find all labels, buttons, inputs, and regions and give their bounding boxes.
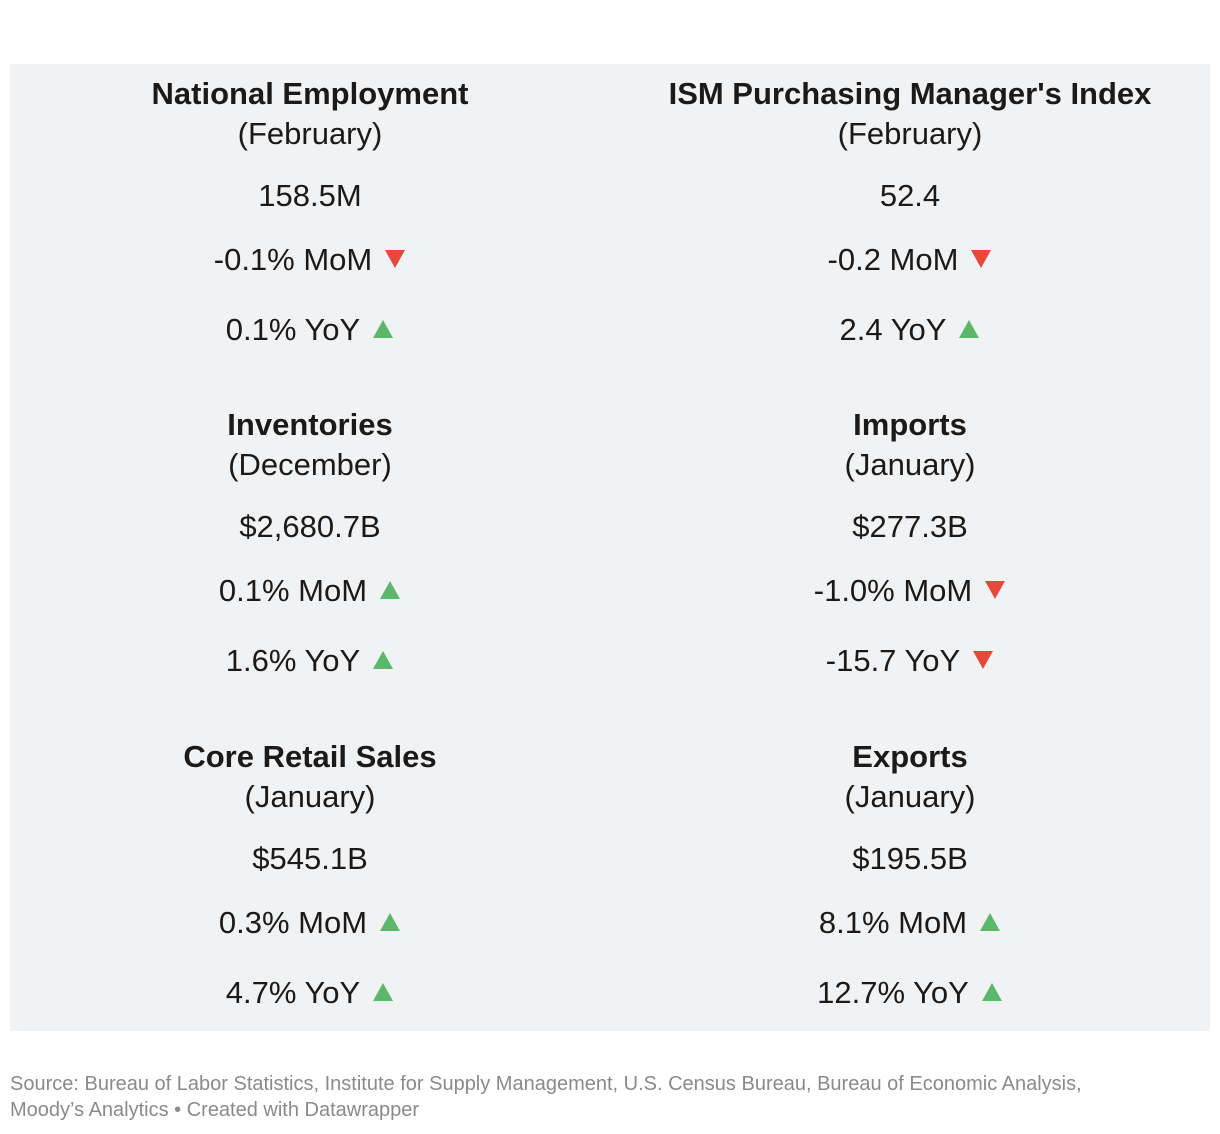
indicator-mom-line: -0.2 MoM bbox=[610, 240, 1210, 280]
indicator-value: 158.5M bbox=[258, 178, 362, 213]
up-triangle-icon bbox=[980, 912, 1001, 931]
indicator-mom-text: 8.1% MoM bbox=[818, 905, 968, 940]
down-triangle-icon bbox=[971, 249, 992, 268]
indicator-yoy-text: 12.7% YoY bbox=[817, 975, 969, 1010]
indicator-value: $2,680.7B bbox=[239, 509, 381, 544]
indicator-yoy-line: 2.4 YoY bbox=[610, 310, 1210, 350]
indicator-cell: Core Retail Sales (January) $545.1B 0.3% Mo… bbox=[10, 737, 610, 1017]
indicator-value: 52.4 bbox=[879, 178, 941, 213]
indicator-value: $277.3B bbox=[852, 509, 968, 544]
indicator-yoy-line: 4.7% YoY bbox=[10, 973, 610, 1013]
up-triangle-icon bbox=[373, 650, 394, 669]
indicator-value: $195.5B bbox=[852, 841, 968, 876]
indicator-cell: Exports (January) $195.5B 8.1% MoM 12.7% YoY bbox=[610, 737, 1210, 1017]
indicator-mom-line: -0.1% MoM bbox=[10, 240, 610, 280]
indicator-yoy-text: 1.6% YoY bbox=[225, 643, 361, 678]
indicator-mom-line: 0.1% MoM bbox=[10, 571, 610, 611]
indicator-yoy-line: -15.7 YoY bbox=[610, 641, 1210, 681]
down-triangle-icon bbox=[985, 580, 1006, 599]
indicator-period: (December) bbox=[228, 447, 392, 482]
indicator-period: (February) bbox=[237, 116, 383, 151]
indicator-table: National Employment (February) 158.5M -0.1%… bbox=[10, 64, 1210, 1031]
indicator-title: Inventories bbox=[227, 407, 393, 442]
indicator-title: ISM Purchasing Manager's Index bbox=[668, 76, 1152, 111]
indicator-yoy-text: 0.1% YoY bbox=[225, 312, 361, 347]
indicator-yoy-line: 12.7% YoY bbox=[610, 973, 1210, 1013]
credit-line: Moody’s Analytics • Created with Datawra… bbox=[10, 1099, 420, 1121]
up-triangle-icon bbox=[373, 982, 394, 1001]
indicator-yoy-line: 1.6% YoY bbox=[10, 641, 610, 681]
indicator-mom-text: -1.0% MoM bbox=[813, 573, 973, 608]
indicator-mom-text: 0.1% MoM bbox=[218, 573, 368, 608]
indicator-cell: ISM Purchasing Manager's Index (February)… bbox=[610, 74, 1210, 354]
indicator-mom-line: 0.3% MoM bbox=[10, 903, 610, 943]
indicator-title: National Employment bbox=[151, 76, 469, 111]
source-line: Source: Bureau of Labor Statistics, Inst… bbox=[10, 1073, 1082, 1095]
up-triangle-icon bbox=[981, 982, 1002, 1001]
indicator-title: Exports bbox=[852, 739, 968, 774]
indicator-period: (January) bbox=[844, 779, 976, 814]
indicator-yoy-text: 2.4 YoY bbox=[839, 312, 947, 347]
indicator-mom-line: -1.0% MoM bbox=[610, 571, 1210, 611]
up-triangle-icon bbox=[380, 912, 401, 931]
indicator-title: Core Retail Sales bbox=[183, 739, 437, 774]
indicator-yoy-line: 0.1% YoY bbox=[10, 310, 610, 350]
indicator-title: Imports bbox=[853, 407, 967, 442]
up-triangle-icon bbox=[959, 319, 980, 338]
indicator-cell: National Employment (February) 158.5M -0.1%… bbox=[10, 74, 610, 354]
up-triangle-icon bbox=[380, 580, 401, 599]
indicator-mom-line: 8.1% MoM bbox=[610, 903, 1210, 943]
source-footer: Source: Bureau of Labor Statistics, Inst… bbox=[10, 1071, 1210, 1123]
indicator-value: $545.1B bbox=[252, 841, 368, 876]
indicator-period: (January) bbox=[244, 779, 376, 814]
indicator-yoy-text: 4.7% YoY bbox=[225, 975, 361, 1010]
indicator-cell: Inventories (December) $2,680.7B 0.1% MoM 1.… bbox=[10, 405, 610, 685]
indicator-mom-text: -0.2 MoM bbox=[827, 242, 959, 277]
down-triangle-icon bbox=[973, 650, 994, 669]
indicator-yoy-text: -15.7 YoY bbox=[825, 643, 961, 678]
down-triangle-icon bbox=[385, 249, 406, 268]
indicator-mom-text: -0.1% MoM bbox=[213, 242, 373, 277]
indicator-period: (January) bbox=[844, 447, 976, 482]
indicator-mom-text: 0.3% MoM bbox=[218, 905, 368, 940]
indicator-period: (February) bbox=[837, 116, 983, 151]
indicator-cell: Imports (January) $277.3B -1.0% MoM -15.7 Yo… bbox=[610, 405, 1210, 685]
up-triangle-icon bbox=[373, 319, 394, 338]
